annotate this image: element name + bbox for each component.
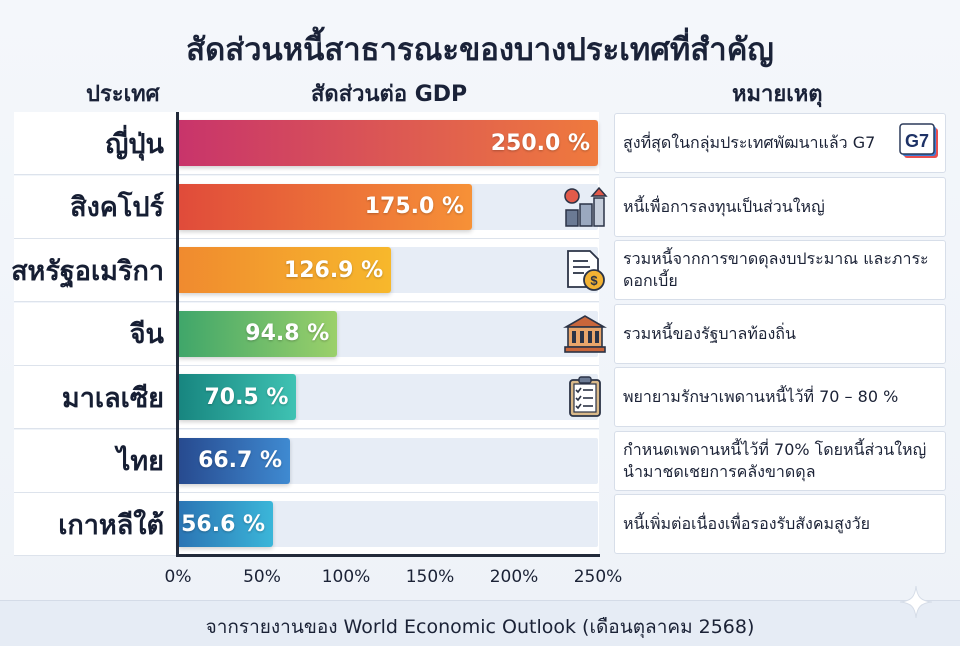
note-text: รวมหนี้ของรัฐบาลท้องถิ่น	[623, 323, 796, 343]
note-text: รวมหนี้จากการขาดดุลงบประมาณ และภาระดอกเบ…	[623, 249, 929, 290]
bar-value-label: 126.9 %	[283, 257, 384, 283]
column-header-ratio: สัดส่วนต่อ GDP	[311, 82, 468, 107]
x-tick-label: 100%	[321, 567, 371, 587]
x-tick-label: 200%	[489, 567, 539, 587]
country-label: ญี่ปุ่น	[105, 128, 164, 160]
y-axis-line	[176, 112, 179, 556]
x-tick-label: 50%	[243, 567, 281, 587]
note-card: พยายามรักษาเพดานหนี้ไว้ที่ 70 – 80 %	[614, 367, 946, 427]
x-axis-line	[176, 554, 600, 557]
column-header-note: หมายเหตุ	[732, 82, 823, 107]
bar	[178, 437, 291, 484]
note-card: กำหนดเพดานหนี้ไว้ที่ 70% โดยหนี้ส่วนใหญ่…	[614, 430, 946, 491]
svg-text:G7: G7	[905, 131, 929, 151]
country-label: เกาหลีใต้	[58, 509, 164, 541]
note-text: พยายามรักษาเพดานหนี้ไว้ที่ 70 – 80 %	[623, 387, 899, 406]
x-tick-label: 0%	[164, 567, 192, 587]
country-label: สหรัฐอเมริกา	[11, 255, 164, 287]
country-label: ไทย	[116, 446, 164, 477]
country-label: มาเลเซีย	[61, 382, 164, 414]
note-card: หนี้เพิ่มต่อเนื่องเพื่อรองรับสังคมสูงวัย	[614, 494, 946, 554]
note-card: หนี้เพื่อการลงทุนเป็นส่วนใหญ่	[614, 176, 946, 237]
bar	[178, 374, 297, 420]
chart-title: สัดส่วนหนี้สาธารณะของบางประเทศที่สำคัญ	[186, 32, 774, 68]
note-text: หนี้เพิ่มต่อเนื่องเพื่อรองรับสังคมสูงวัย	[623, 514, 871, 533]
bar	[178, 310, 338, 357]
x-tick-label: 150%	[405, 567, 455, 587]
footer-band	[0, 600, 960, 646]
note-card: รวมหนี้จากการขาดดุลงบประมาณ และภาระดอกเบ…	[614, 240, 946, 300]
bar-value-label: 70.5 %	[204, 384, 289, 410]
source-note: จากรายงานของ World Economic Outlook (เดื…	[205, 616, 755, 638]
bar	[178, 501, 274, 547]
note-text: หนี้เพื่อการลงทุนเป็นส่วนใหญ่	[623, 196, 825, 216]
bar-value-label: 66.7 %	[198, 448, 283, 473]
bar	[178, 247, 392, 293]
note-text: กำหนดเพดานหนี้ไว้ที่ 70% โดยหนี้ส่วนใหญ่…	[623, 439, 927, 481]
x-tick-label: 250%	[573, 567, 623, 587]
country-label: สิงคโปร์	[70, 192, 164, 223]
investment-icon	[562, 184, 608, 230]
note-text: สูงที่สุดในกลุ่มประเทศพัฒนาแล้ว G7	[623, 133, 876, 152]
sparkle-icon	[899, 585, 933, 619]
bar-value-label: 175.0 %	[364, 194, 464, 219]
bar	[178, 120, 598, 166]
document-coin-icon: $	[562, 247, 608, 293]
clipboard-checklist-icon	[562, 374, 608, 420]
note-card: รวมหนี้ของรัฐบาลท้องถิ่น	[614, 303, 946, 364]
bar-value-label: 56.6 %	[181, 511, 266, 537]
bar-value-label: 250.0 %	[490, 130, 590, 156]
government-building-icon	[562, 311, 608, 357]
g7-icon: G7	[896, 120, 942, 166]
note-card: สูงที่สุดในกลุ่มประเทศพัฒนาแล้ว G7	[614, 113, 946, 173]
bar-value-label: 94.8 %	[245, 321, 330, 346]
bar	[178, 183, 472, 230]
country-label: จีน	[129, 319, 164, 350]
column-header-country: ประเทศ	[86, 82, 160, 107]
svg-text:$: $	[590, 273, 598, 288]
